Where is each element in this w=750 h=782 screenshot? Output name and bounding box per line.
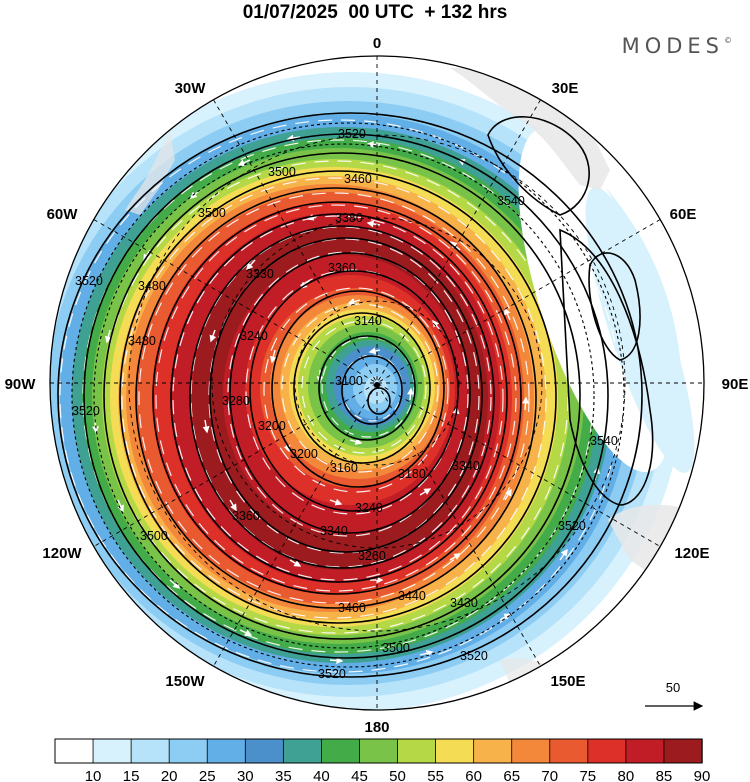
- contour-label: 3240: [355, 501, 383, 515]
- colorbar-swatch: [130, 738, 170, 764]
- lon-label-150e: 150E: [550, 673, 585, 690]
- contour-label: 3340: [452, 459, 480, 473]
- colorbar-tick-label: 60: [465, 768, 482, 782]
- chart-title: 01/07/2025 00 UTC + 132 hrs: [242, 2, 508, 23]
- colorbar-tick-label: 50: [389, 768, 406, 782]
- colorbar-tick-label: 75: [579, 768, 596, 782]
- contour-label: 3340: [320, 524, 348, 538]
- lon-label-30e: 30E: [552, 80, 579, 97]
- contour-label: 3240: [240, 329, 268, 343]
- lon-label-90w: 90W: [5, 376, 37, 393]
- contour-label: 3100: [335, 374, 363, 388]
- colorbar-tick-label: 80: [618, 768, 635, 782]
- contour-label: 3380: [335, 211, 363, 225]
- colorbar-swatch: [473, 738, 513, 764]
- colorbar-swatch: [244, 738, 285, 764]
- contour-label: 3500: [268, 165, 296, 179]
- lon-label-60w: 60W: [47, 206, 79, 223]
- lon-label-150w: 150W: [165, 673, 205, 690]
- contour-label: 3140: [354, 314, 382, 328]
- contour-labels: 3520 3500 3460 3500 3480 3380 3520 3480 …: [72, 127, 618, 681]
- lon-label-30w: 30W: [175, 80, 207, 97]
- colorbar-swatch: [435, 738, 475, 764]
- contour-label: 3460: [344, 172, 372, 186]
- colorbar-swatch: [587, 738, 627, 764]
- contour-label: 3200: [290, 447, 318, 461]
- contour-label: 3500: [198, 206, 226, 220]
- contour-label: 3180: [398, 467, 426, 481]
- colorbar-swatch: [206, 738, 246, 764]
- wind-speed-field: [50, 56, 704, 710]
- colorbar-tick-label: 65: [503, 768, 520, 782]
- contour-label: 3520: [460, 649, 488, 663]
- graticule: [50, 56, 704, 710]
- contour-label: 3430: [450, 596, 478, 610]
- contour-label: 3260: [358, 549, 386, 563]
- contour-label: 3480: [138, 279, 166, 293]
- contour-label: 3360: [232, 509, 260, 523]
- lon-label-180: 180: [364, 719, 389, 736]
- contour-label: 3330: [246, 267, 274, 281]
- colorbar: 10 15 20 25 30 35 40 45 50 55 60 65 70 75 80 85 90: [54, 738, 711, 782]
- colorbar-swatch: [549, 738, 589, 764]
- lon-label-120w: 120W: [42, 545, 82, 562]
- colorbar-tick-label: 35: [275, 768, 292, 782]
- contour-label: 3480: [128, 334, 156, 348]
- colorbar-tick-label: 90: [694, 768, 711, 782]
- contour-label: 3500: [140, 529, 168, 543]
- lon-label-60e: 60E: [670, 206, 697, 223]
- lon-label-0: 0: [373, 35, 381, 52]
- contour-label: 3520: [558, 519, 586, 533]
- contour-label: 3460: [338, 601, 366, 615]
- contour-label: 3520: [75, 274, 103, 288]
- colorbar-tick-label: 55: [427, 768, 444, 782]
- lon-label-90e: 90E: [722, 376, 749, 393]
- reference-vector: 50: [645, 680, 704, 711]
- contour-label: 3520: [318, 667, 346, 681]
- colorbar-tick-label: 25: [199, 768, 216, 782]
- colorbar-swatch: [92, 738, 132, 764]
- lon-label-120e: 120E: [674, 545, 709, 562]
- contour-label: 3360: [328, 261, 356, 275]
- colorbar-tick-label: 10: [85, 768, 102, 782]
- contour-label: 3200: [258, 419, 286, 433]
- dashed-contours: [71, 122, 625, 668]
- contour-label: 3540: [590, 434, 618, 448]
- colorbar-swatch: [168, 738, 208, 764]
- colorbar-swatch: [397, 738, 437, 764]
- contour-label: 3500: [382, 641, 410, 655]
- contour-label: 3440: [398, 589, 426, 603]
- contour-label: 3540: [497, 194, 525, 208]
- south-pole-marker: [374, 382, 380, 388]
- height-contours: [57, 112, 654, 678]
- colorbar-tick-label: 45: [351, 768, 368, 782]
- contour-label: 3520: [338, 127, 366, 141]
- modes-logo: MODES©: [622, 34, 732, 58]
- contour-label: 3160: [330, 461, 358, 475]
- colorbar-swatch: [282, 738, 323, 764]
- contour-label: 3520: [72, 404, 100, 418]
- colorbar-tick-label: 30: [237, 768, 254, 782]
- colorbar-tick-label: 20: [161, 768, 178, 782]
- colorbar-tick-label: 70: [541, 768, 558, 782]
- contour-label: 3280: [222, 394, 250, 408]
- copyright-mark: ©: [724, 36, 732, 45]
- colorbar-swatch: [359, 738, 399, 764]
- colorbar-swatch: [511, 738, 551, 764]
- colorbar-tick-label: 15: [123, 768, 140, 782]
- colorbar-swatch: [663, 738, 703, 764]
- colorbar-swatch: [54, 738, 94, 764]
- longitude-labels: 0 30E 60E 90E 120E 150E 180 150W 120W 90…: [5, 35, 749, 736]
- colorbar-swatch: [321, 738, 361, 764]
- map-boundary: [49, 55, 705, 711]
- colorbar-tick-label: 40: [313, 768, 330, 782]
- colorbar-swatch: [625, 738, 665, 764]
- logo-text: MODES: [621, 34, 724, 58]
- colorbar-tick-label: 85: [656, 768, 673, 782]
- reference-vector-label: 50: [666, 680, 680, 695]
